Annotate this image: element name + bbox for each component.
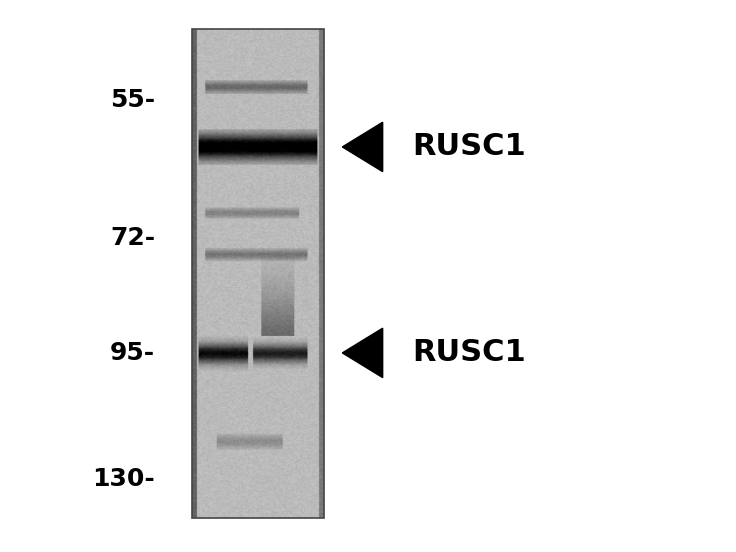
Polygon shape	[342, 122, 383, 172]
Polygon shape	[342, 328, 383, 378]
Text: 130-: 130-	[93, 467, 155, 491]
Text: 72-: 72-	[110, 226, 155, 250]
Text: RUSC1: RUSC1	[412, 132, 526, 161]
Text: RUSC1: RUSC1	[412, 338, 526, 368]
Text: 55-: 55-	[110, 88, 155, 112]
Text: 95-: 95-	[110, 341, 155, 365]
